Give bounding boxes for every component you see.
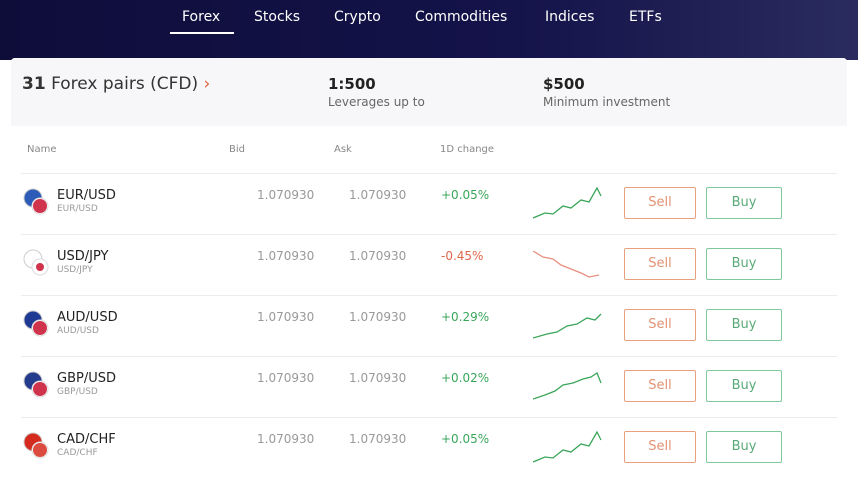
- day-change: -0.45%: [441, 249, 484, 263]
- ask-price: 1.070930: [349, 432, 407, 446]
- pair-subtitle: USD/JPY: [57, 265, 93, 275]
- summary: 31 Forex pairs (CFD) › 1:500 Leverages u…: [11, 58, 847, 126]
- currency-flag-icon: [23, 432, 49, 460]
- sell-button[interactable]: Sell: [624, 370, 696, 402]
- buy-button[interactable]: Buy: [706, 431, 782, 463]
- column-header: 1D change: [440, 144, 495, 155]
- minimum: $500: [543, 75, 585, 93]
- pair-name: EUR/USD: [57, 188, 116, 203]
- table-row: AUD/USD AUD/USD 1.070930 1.070930 +0.29% Sell…: [21, 295, 837, 357]
- sell-button[interactable]: Sell: [624, 309, 696, 341]
- bid-price: 1.070930: [257, 432, 315, 446]
- bid-price: 1.070930: [257, 188, 315, 202]
- nav-tab[interactable]: Stocks: [254, 9, 301, 25]
- currency-flag-icon: [23, 188, 49, 216]
- column-header: Ask: [334, 144, 352, 155]
- ask-price: 1.070930: [349, 188, 407, 202]
- table-row: CAD/CHF CAD/CHF 1.070930 1.070930 +0.05% Sell…: [21, 417, 837, 479]
- pair-subtitle: EUR/USD: [57, 204, 98, 214]
- leverage-label: Leverages up to: [328, 95, 425, 109]
- bid-price: 1.070930: [257, 371, 315, 385]
- day-change: +0.29%: [441, 310, 490, 324]
- card: 31 Forex pairs (CFD) › 1:500 Leverages u…: [11, 58, 847, 481]
- pair-count: 31: [22, 74, 46, 94]
- day-change: +0.02%: [441, 371, 490, 385]
- bid-price: 1.070930: [257, 310, 315, 324]
- column-header: Bid: [229, 144, 245, 155]
- ask-price: 1.070930: [349, 310, 407, 324]
- sparkline: [532, 186, 603, 222]
- table-row: EUR/USD EUR/USD 1.070930 1.070930 +0.05% Sell…: [21, 173, 837, 235]
- sell-button[interactable]: Sell: [624, 248, 696, 280]
- day-change: +0.05%: [441, 432, 490, 446]
- nav-tab[interactable]: Crypto: [334, 9, 381, 25]
- nav-tab[interactable]: Commodities: [415, 9, 508, 25]
- pair-name: GBP/USD: [57, 371, 116, 386]
- sparkline: [532, 247, 603, 283]
- pair-subtitle: GBP/USD: [57, 387, 98, 397]
- currency-flag-icon: [23, 310, 49, 338]
- nav-tab[interactable]: Indices: [545, 9, 595, 25]
- table-row: GBP/USD GBP/USD 1.070930 1.070930 +0.02% Sell…: [21, 356, 837, 418]
- column-header: Name: [27, 144, 57, 155]
- sparkline: [532, 369, 603, 405]
- leverage: 1:500: [328, 75, 376, 93]
- ask-price: 1.070930: [349, 249, 407, 263]
- sparkline: [532, 430, 603, 466]
- bid-price: 1.070930: [257, 249, 315, 263]
- pair-name: USD/JPY: [57, 249, 109, 264]
- pair-subtitle: CAD/CHF: [57, 448, 98, 458]
- buy-button[interactable]: Buy: [706, 187, 782, 219]
- sparkline: [532, 308, 603, 344]
- pair-name: AUD/USD: [57, 310, 118, 325]
- nav-tab[interactable]: ETFs: [629, 9, 662, 25]
- nav-tab[interactable]: Forex: [182, 9, 221, 25]
- minimum-label: Minimum investment: [543, 95, 671, 109]
- buy-button[interactable]: Buy: [706, 248, 782, 280]
- table-row: USD/JPY USD/JPY 1.070930 1.070930 -0.45% Sell…: [21, 234, 837, 296]
- summary-title: Forex pairs (CFD): [51, 74, 199, 94]
- pair-subtitle: AUD/USD: [57, 326, 99, 336]
- active-tab-underline: [170, 32, 234, 34]
- buy-button[interactable]: Buy: [706, 309, 782, 341]
- pair-name: CAD/CHF: [57, 432, 116, 447]
- ask-price: 1.070930: [349, 371, 407, 385]
- sell-button[interactable]: Sell: [624, 431, 696, 463]
- day-change: +0.05%: [441, 188, 490, 202]
- top-nav: Forex Stocks Crypto Commodities Indices ETFs: [0, 0, 858, 60]
- sell-button[interactable]: Sell: [624, 187, 696, 219]
- buy-button[interactable]: Buy: [706, 370, 782, 402]
- currency-flag-icon: [23, 249, 49, 277]
- currency-flag-icon: [23, 371, 49, 399]
- chevron-icon: ›: [203, 74, 211, 94]
- summary-heading: 31 Forex pairs (CFD) ›: [22, 74, 210, 94]
